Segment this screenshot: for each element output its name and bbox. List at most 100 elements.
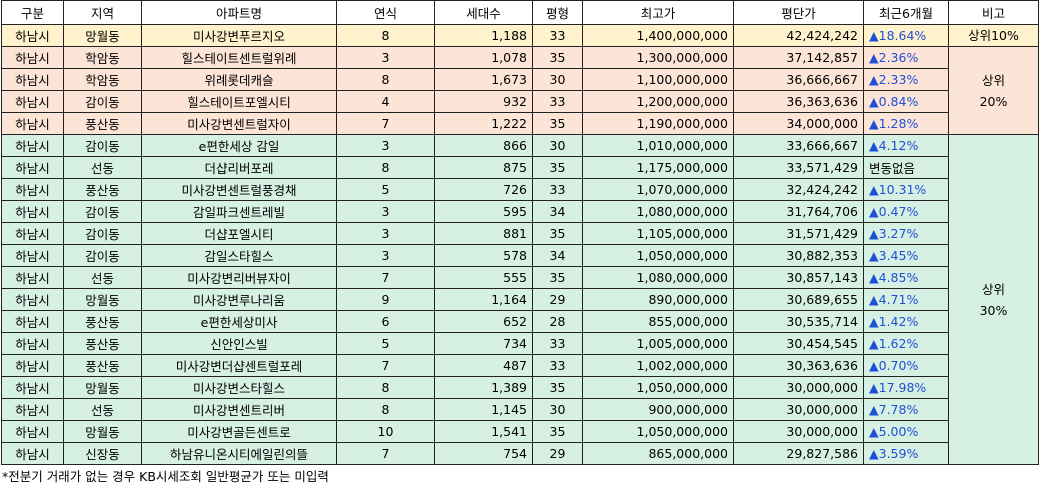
table-cell: 33,571,429 <box>733 156 864 179</box>
table-cell: 1,400,000,000 <box>582 24 734 47</box>
table-row: 하남시 풍산동 미사강변센트럴자이 7 1,222 35 1,190,000,000 34,0… <box>1 112 1039 135</box>
table-cell: 힐스테이트센트럴위례 <box>141 46 337 69</box>
table-cell: 하남시 <box>1 200 64 223</box>
table-cell: 감이동 <box>63 222 142 245</box>
table-cell: 3 <box>336 46 435 69</box>
table-cell: 30 <box>532 398 583 421</box>
table-cell: ▲17.98% <box>863 376 949 399</box>
table-cell: 하남시 <box>1 354 64 377</box>
table-cell: 7 <box>336 112 435 135</box>
table-cell: 30,000,000 <box>733 398 864 421</box>
table-row: 하남시 풍산동 미사강변더샵센트럴포레 7 487 33 1,002,000,000 30,3… <box>1 354 1039 377</box>
table-cell: 31,571,429 <box>733 222 864 245</box>
table-row: 하남시 망월동 미사강변스타힐스 8 1,389 35 1,050,000,000 30,00… <box>1 376 1039 399</box>
table-cell: 하남시 <box>1 134 64 157</box>
table-cell: ▲2.33% <box>863 68 949 91</box>
table-cell: 미사강변센트럴풍경채 <box>141 178 337 201</box>
table-cell: 8 <box>336 24 435 47</box>
table-cell: ▲2.36% <box>863 46 949 69</box>
header-cell: 연식 <box>336 0 435 25</box>
table-cell: 33,666,667 <box>733 134 864 157</box>
table-cell: 5 <box>336 178 435 201</box>
table-cell: ▲0.70% <box>863 354 949 377</box>
table-cell: 30,454,545 <box>733 332 864 355</box>
table-cell: 33 <box>532 354 583 377</box>
table-row: 하남시 망월동 미사강변골든센트로 10 1,541 35 1,050,000,000 30,… <box>1 420 1039 443</box>
table-cell: ▲4.12% <box>863 134 949 157</box>
table-cell: 1,100,000,000 <box>582 68 734 91</box>
table-cell: 하남시 <box>1 288 64 311</box>
table-cell: 30,882,353 <box>733 244 864 267</box>
table-cell: 하남시 <box>1 156 64 179</box>
table-cell: 감이동 <box>63 134 142 157</box>
table-row: 하남시 선동 미사강변리버뷰자이 7 555 35 1,080,000,000 30,857,… <box>1 266 1039 289</box>
table-cell: 4 <box>336 90 435 113</box>
table-cell: 33 <box>532 332 583 355</box>
table-cell: 1,105,000,000 <box>582 222 734 245</box>
table-cell: 35 <box>532 46 583 69</box>
table-cell: 신장동 <box>63 442 142 465</box>
table-cell: 8 <box>336 68 435 91</box>
table-cell: ▲3.27% <box>863 222 949 245</box>
table-cell: 30,000,000 <box>733 420 864 443</box>
table-cell: 890,000,000 <box>582 288 734 311</box>
table-cell: 866 <box>434 134 533 157</box>
table-cell: 미사강변더샵센트럴포레 <box>141 354 337 377</box>
table-cell: 9 <box>336 288 435 311</box>
table-cell: 5 <box>336 332 435 355</box>
table-cell: 하남시 <box>1 90 64 113</box>
table-row: 하남시 망월동 미사강변푸르지오 8 1,188 33 1,400,000,000 42,42… <box>1 24 1039 47</box>
table-cell: 726 <box>434 178 533 201</box>
table-cell: 35 <box>532 376 583 399</box>
table-row: 하남시 신장동 하남유니온시티에일린의뜰 7 754 29 865,000,000 29,82… <box>1 442 1039 465</box>
table-cell: 30,689,655 <box>733 288 864 311</box>
table-cell: 위례롯데캐슬 <box>141 68 337 91</box>
table-cell: ▲0.84% <box>863 90 949 113</box>
table-cell: 1,078 <box>434 46 533 69</box>
table-cell: 487 <box>434 354 533 377</box>
table-row: 하남시 학암동 힐스테이트센트럴위례 3 1,078 35 1,300,000,000 37,… <box>1 46 1039 135</box>
table-cell: 미사강변루나리움 <box>141 288 337 311</box>
table-cell: 감일파크센트레빌 <box>141 200 337 223</box>
table-cell: 33 <box>532 90 583 113</box>
table-cell: 풍산동 <box>63 178 142 201</box>
table-cell: 881 <box>434 222 533 245</box>
table-cell: 8 <box>336 376 435 399</box>
table-cell: 풍산동 <box>63 112 142 135</box>
table-cell: ▲5.00% <box>863 420 949 443</box>
header-cell: 세대수 <box>434 0 533 25</box>
table-cell: 30,857,143 <box>733 266 864 289</box>
table-cell: 34 <box>532 244 583 267</box>
table-cell: 1,200,000,000 <box>582 90 734 113</box>
table-cell: 1,300,000,000 <box>582 46 734 69</box>
table-cell: 7 <box>336 266 435 289</box>
table-cell: 37,142,857 <box>733 46 864 69</box>
table-cell: 1,389 <box>434 376 533 399</box>
table-cell: 하남시 <box>1 46 64 69</box>
table-cell: ▲4.71% <box>863 288 949 311</box>
table-cell: 1,541 <box>434 420 533 443</box>
table-cell: 하남시 <box>1 68 64 91</box>
table-cell: 하남시 <box>1 244 64 267</box>
table-cell: 36,363,636 <box>733 90 864 113</box>
table-cell: 30,535,714 <box>733 310 864 333</box>
table-cell: ▲4.85% <box>863 266 949 289</box>
table-cell: 555 <box>434 266 533 289</box>
header-cell: 지역 <box>63 0 142 25</box>
table-cell: 미사강변스타힐스 <box>141 376 337 399</box>
table-cell: 힐스테이트포엘시티 <box>141 90 337 113</box>
table-cell: 감일스타힐스 <box>141 244 337 267</box>
table-cell: 1,164 <box>434 288 533 311</box>
table-cell: 30 <box>532 68 583 91</box>
table-cell: 하남시 <box>1 442 64 465</box>
table-cell: ▲1.28% <box>863 112 949 135</box>
table-row: 하남시 감이동 더샵포엘시티 3 881 35 1,105,000,000 31,571,42… <box>1 222 1039 245</box>
table-row: 하남시 학암동 위례롯데캐슬 8 1,673 30 1,100,000,000 36,666,… <box>1 68 1039 91</box>
table-cell: 감이동 <box>63 200 142 223</box>
table-cell: 하남시 <box>1 112 64 135</box>
table-cell: 하남시 <box>1 420 64 443</box>
table-cell: 신안인스빌 <box>141 332 337 355</box>
table-cell: 1,080,000,000 <box>582 200 734 223</box>
table-cell: 망월동 <box>63 376 142 399</box>
table-cell: 1,050,000,000 <box>582 244 734 267</box>
